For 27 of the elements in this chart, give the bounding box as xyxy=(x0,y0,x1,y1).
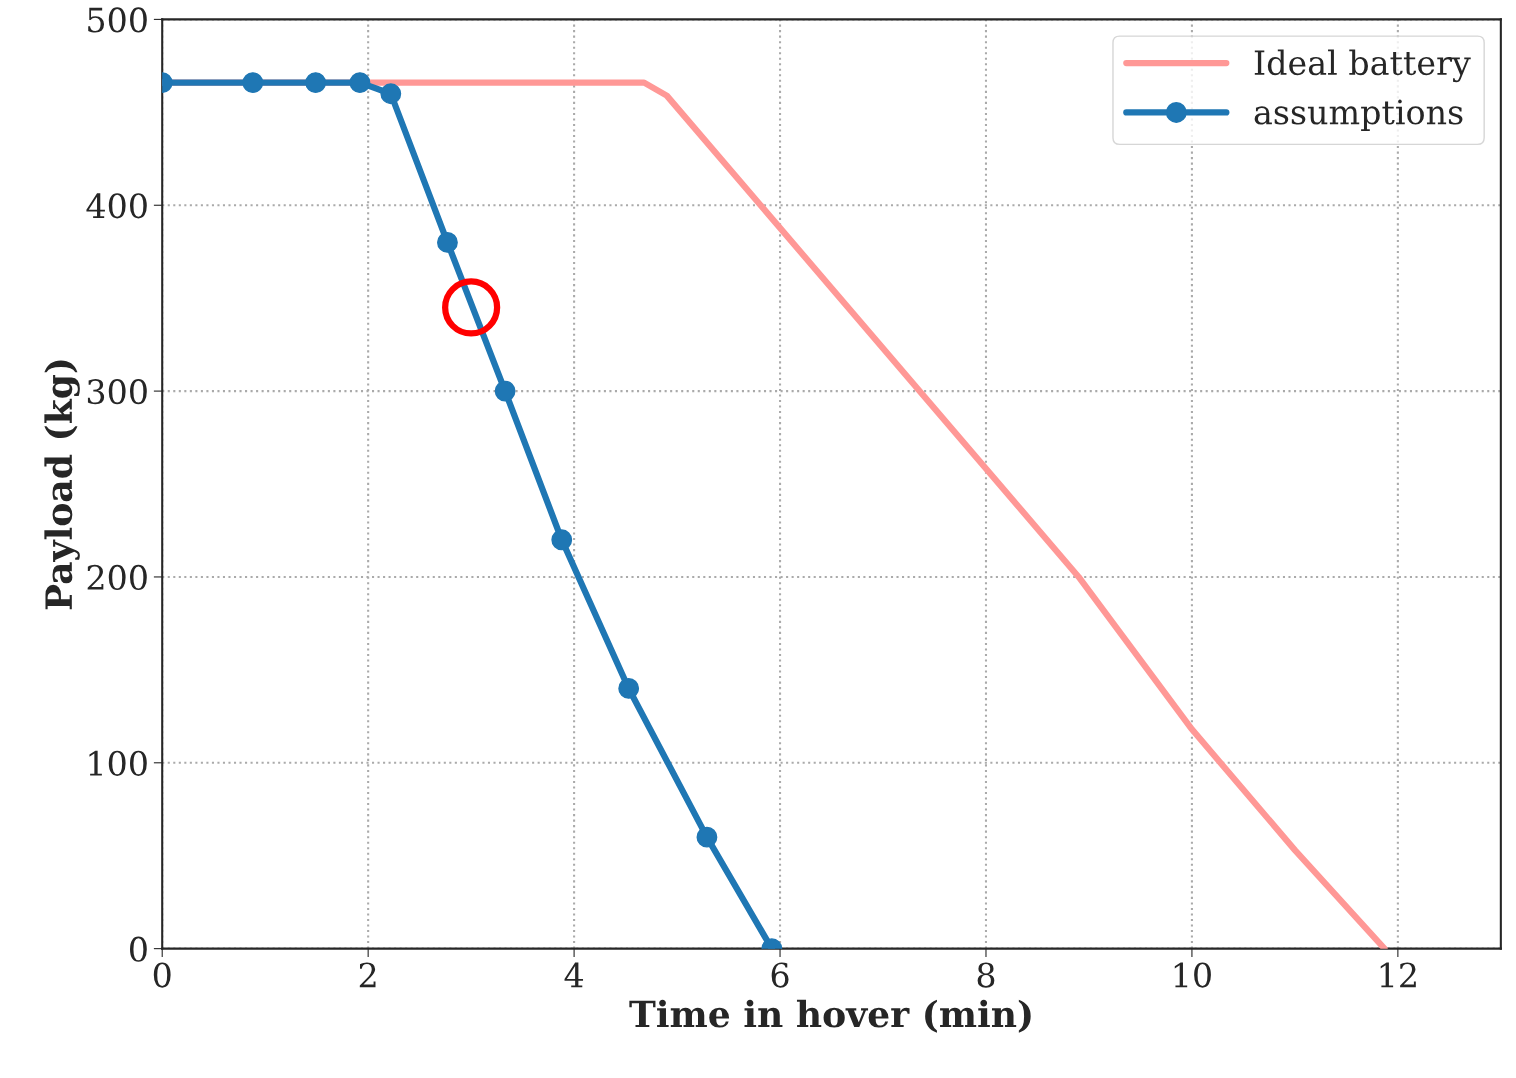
point xyxy=(380,83,402,105)
point xyxy=(305,72,327,94)
x-tick-label: 8 xyxy=(977,962,995,988)
point xyxy=(442,278,501,337)
x-axis-title: Time in hover (min) xyxy=(629,999,1031,1033)
x-tick-label: 6 xyxy=(771,962,789,988)
y-tick-label: 500 xyxy=(88,7,147,33)
point xyxy=(242,72,264,94)
x-tick-label: 2 xyxy=(359,962,376,988)
point xyxy=(437,232,458,253)
legend-label: assumptions xyxy=(1254,99,1463,132)
y-tick-label: 400 xyxy=(86,193,147,219)
legend-label: Ideal battery xyxy=(1254,49,1471,83)
point xyxy=(551,529,573,551)
x-tick-label: 0 xyxy=(153,962,171,988)
y-tick-label: 300 xyxy=(87,379,147,405)
point xyxy=(696,826,718,848)
x-tick-label: 12 xyxy=(1380,962,1416,988)
point xyxy=(349,72,371,94)
point xyxy=(618,678,640,699)
y-axis-title: Payload (kg) xyxy=(44,360,80,610)
y-tick-label: 0 xyxy=(130,936,147,962)
point xyxy=(494,380,516,402)
x-tick-label: 4 xyxy=(564,962,584,988)
y-tick-label: 200 xyxy=(87,564,147,591)
y-tick-label: 100 xyxy=(89,750,147,776)
x-tick-label: 10 xyxy=(1174,962,1211,988)
